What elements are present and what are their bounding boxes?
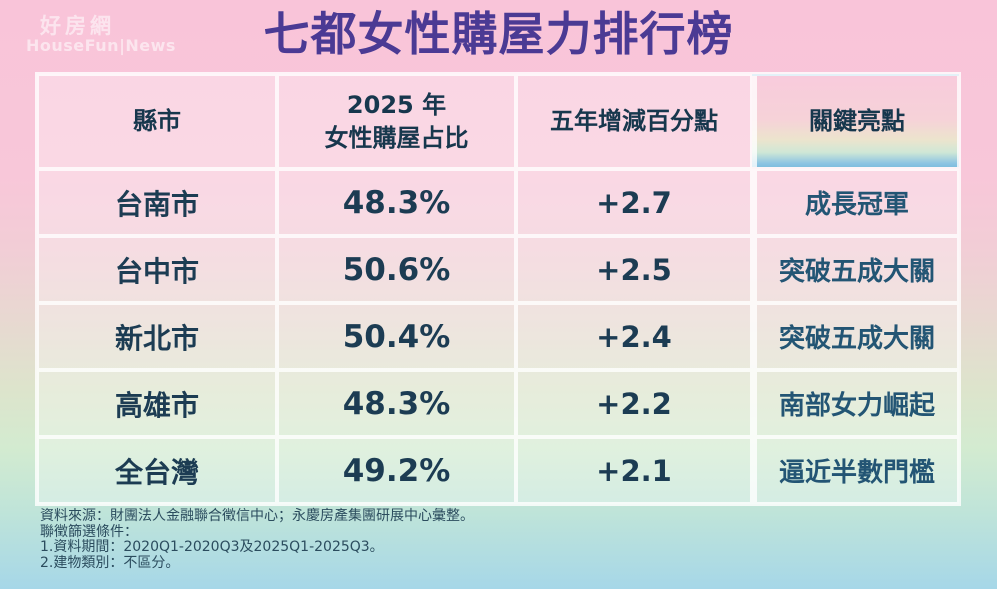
cell-highlight: 南部女力崛起 xyxy=(752,370,959,437)
cell-highlight: 突破五成大關 xyxy=(752,236,959,303)
cell-city: 全台灣 xyxy=(37,437,277,504)
brand-watermark: 好房網 HouseFun|News xyxy=(26,16,176,54)
cell-city: 台南市 xyxy=(37,169,277,236)
cell-city: 高雄市 xyxy=(37,370,277,437)
cell-change: +2.1 xyxy=(516,437,752,504)
cell-share: 49.2% xyxy=(277,437,516,504)
footnotes: 資料來源：財團法人金融聯合徵信中心；永慶房產集團研展中心彙整。 聯徵篩選條件： … xyxy=(40,508,474,571)
cell-city: 新北市 xyxy=(37,303,277,370)
column-header-highlight: 關鍵亮點 xyxy=(752,74,959,169)
cell-change: +2.5 xyxy=(516,236,752,303)
cell-change: +2.7 xyxy=(516,169,752,236)
column-header-share-line2: 女性購屋占比 xyxy=(324,123,469,152)
cell-share: 48.3% xyxy=(277,169,516,236)
cell-highlight: 逼近半數門檻 xyxy=(752,437,959,504)
cell-highlight: 成長冠軍 xyxy=(752,169,959,236)
cell-change: +2.2 xyxy=(516,370,752,437)
column-header-city: 縣市 xyxy=(37,74,277,169)
cell-share: 48.3% xyxy=(277,370,516,437)
page-title: 七都女性購屋力排行榜 xyxy=(263,7,734,61)
footnote-criteria-title: 聯徵篩選條件： xyxy=(40,523,138,540)
cell-change: +2.4 xyxy=(516,303,752,370)
cell-share: 50.4% xyxy=(277,303,516,370)
footnote-criteria-1: 1.資料期間：2020Q1-2020Q3及2025Q1-2025Q3。 xyxy=(40,539,384,555)
column-header-share-line1: 2025 年 xyxy=(346,91,447,120)
cell-city: 台中市 xyxy=(37,236,277,303)
footnote-source: 資料來源：財團法人金融聯合徵信中心；永慶房產集團研展中心彙整。 xyxy=(40,508,474,524)
cell-highlight: 突破五成大關 xyxy=(752,303,959,370)
cell-share: 50.6% xyxy=(277,236,516,303)
brand-name-zh: 好房網 xyxy=(40,14,115,38)
ranking-table: 縣市 2025 年 女性購屋占比 五年增減百分點 關鍵亮點 台南市 48.3% … xyxy=(35,72,961,506)
brand-name-en: HouseFun|News xyxy=(26,36,176,55)
column-header-share: 2025 年 女性購屋占比 xyxy=(277,74,516,169)
footnote-criteria-2: 2.建物類別：不區分。 xyxy=(40,554,180,571)
column-header-change: 五年增減百分點 xyxy=(516,74,752,169)
